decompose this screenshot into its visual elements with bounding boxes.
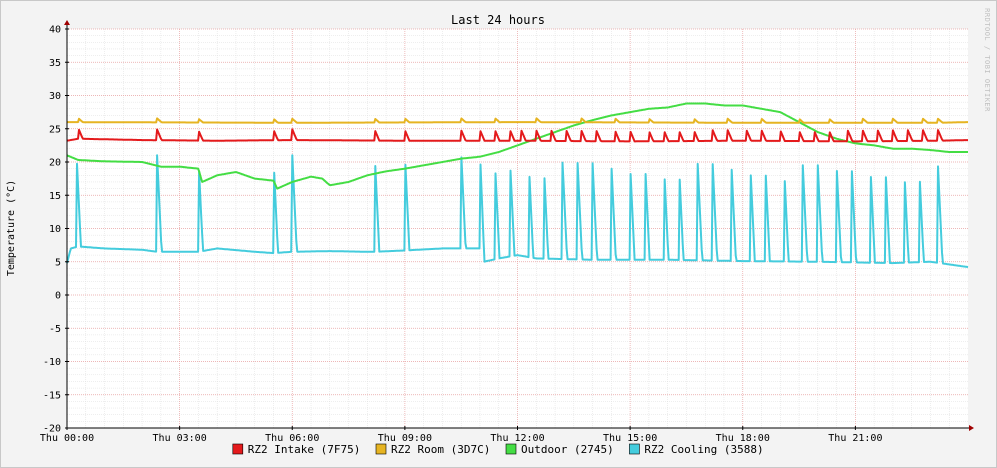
x-tick-label: Thu 00:00 <box>40 433 94 444</box>
y-tick-labels: 40 35 30 25 20 15 10 5 0 -5 -10 -15 -20 <box>43 25 69 435</box>
axes <box>64 20 974 431</box>
series-line-0 <box>66 128 968 143</box>
y-tick-label: -5 <box>49 324 61 335</box>
legend-label: RZ2 Cooling (3588) <box>644 443 763 456</box>
y-tick-label: -15 <box>43 390 61 401</box>
x-tick-label: Thu 06:00 <box>265 433 319 444</box>
legend: RZ2 Intake (7F75) RZ2 Room (3D7C) Outdoor … <box>232 443 764 456</box>
legend-label: RZ2 Room (3D7C) <box>391 443 490 456</box>
y-tick-label: 0 <box>55 291 61 302</box>
x-tick-label: Thu 12:00 <box>490 433 544 444</box>
y-tick-label: 5 <box>55 257 61 268</box>
series-line-3 <box>66 154 969 269</box>
legend-label: Outdoor (2745) <box>521 443 614 456</box>
legend-swatch <box>629 443 640 455</box>
y-tick-label: 40 <box>49 25 61 36</box>
x-tick-label: Thu 09:00 <box>378 433 432 444</box>
x-tick-label: Thu 21:00 <box>828 433 882 444</box>
grid <box>66 28 968 429</box>
x-tick-labels: Thu 00:00 Thu 03:00 Thu 06:00 Thu 09:00 Thu … <box>40 426 882 444</box>
legend-label: RZ2 Intake (7F75) <box>248 443 361 456</box>
y-tick-label: 10 <box>49 224 61 235</box>
rrdtool-watermark: RRDTOOL / TOBI OETIKER <box>983 8 991 112</box>
y-tick-label: -20 <box>43 424 61 435</box>
series-line-1 <box>67 117 968 124</box>
chart-title: Last 24 hours <box>451 13 545 27</box>
y-tick-label: 30 <box>49 91 61 102</box>
legend-swatch <box>375 443 387 455</box>
legend-swatch <box>232 443 244 455</box>
series-line-2 <box>66 102 968 190</box>
y-tick-label: 35 <box>49 58 61 69</box>
x-tick-label: Thu 03:00 <box>153 433 207 444</box>
y-tick-label: 20 <box>49 158 61 169</box>
y-tick-label: -10 <box>43 357 61 368</box>
y-axis-arrow <box>64 20 70 25</box>
legend-swatch <box>505 443 517 455</box>
series-layer <box>66 102 969 269</box>
y-tick-label: 15 <box>49 191 61 202</box>
x-tick-label: Thu 18:00 <box>716 433 770 444</box>
x-tick-label: Thu 15:00 <box>603 433 657 444</box>
y-tick-label: 25 <box>49 124 61 135</box>
x-axis-arrow <box>969 425 974 431</box>
y-axis-label: Temperature (°C) <box>6 180 17 276</box>
